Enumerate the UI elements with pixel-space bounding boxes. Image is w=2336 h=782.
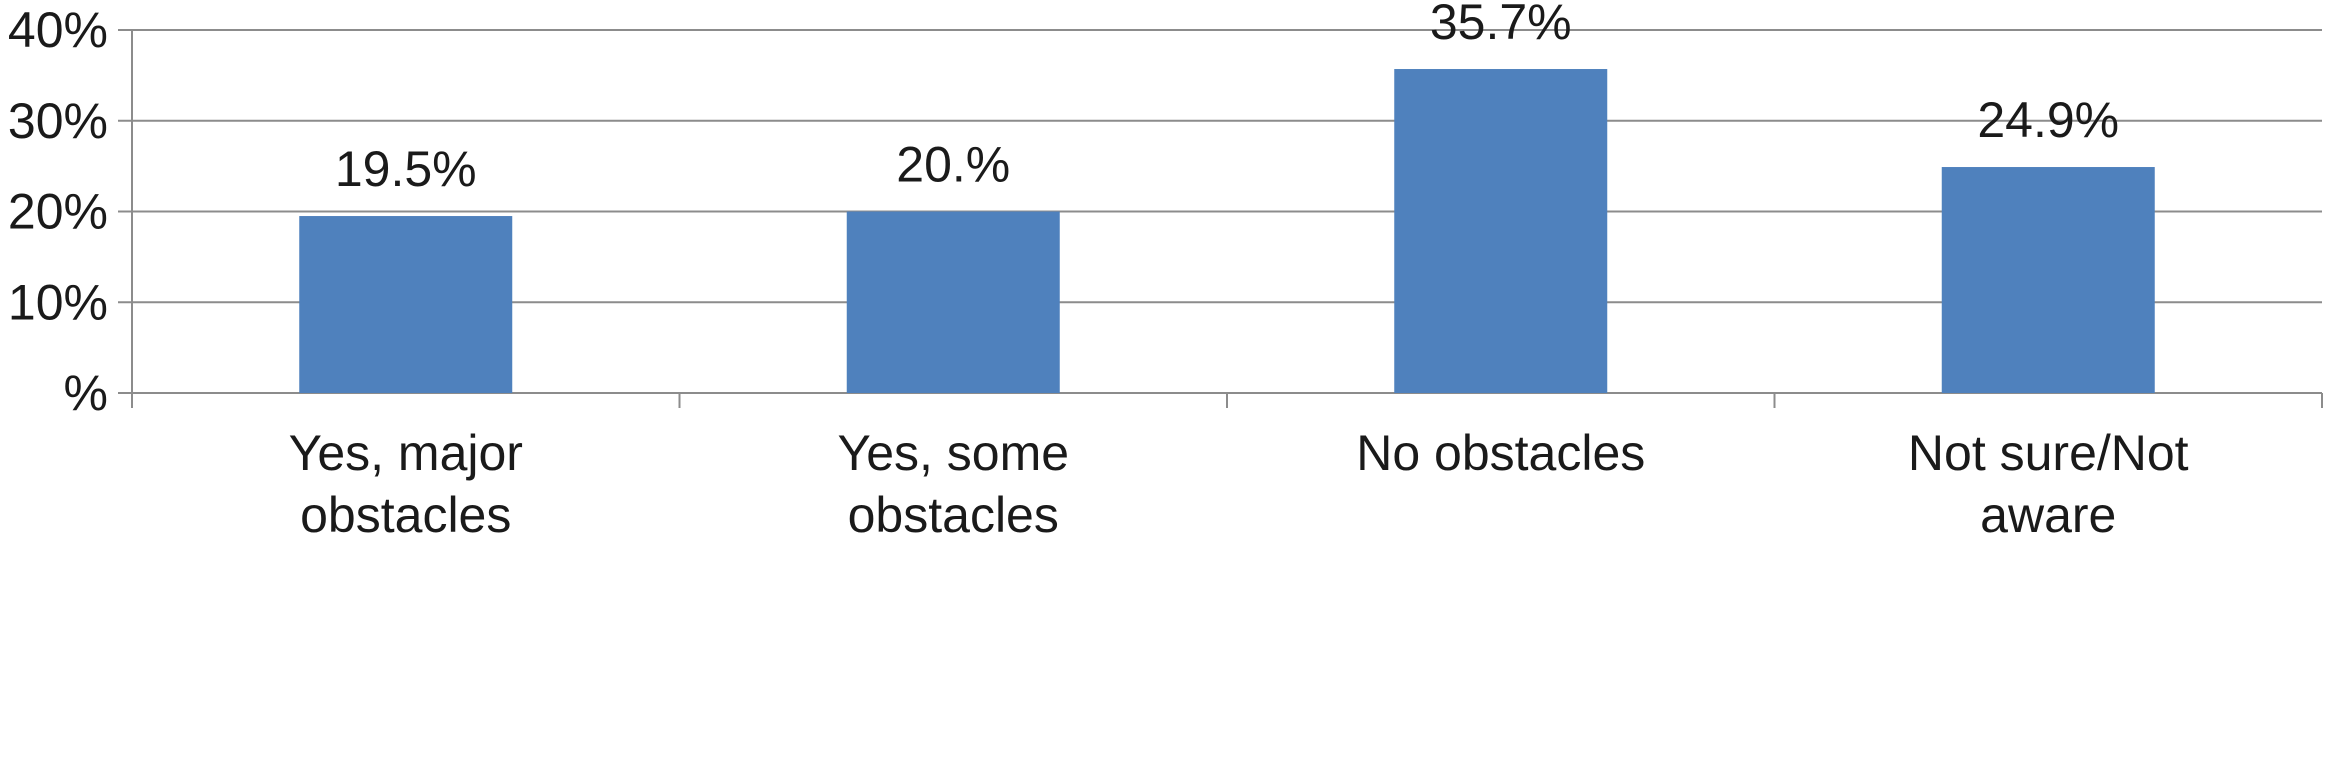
- y-tick-label: 40%: [8, 2, 108, 58]
- data-label-1: 20.%: [896, 137, 1010, 193]
- data-label-3: 24.9%: [1977, 92, 2119, 148]
- y-tick-label: %: [64, 365, 108, 421]
- data-labels: 19.5% 20.% 35.7% 24.9%: [335, 0, 2119, 197]
- bar-0: [299, 216, 513, 393]
- x-tick-label-2-line-0: No obstacles: [1356, 425, 1645, 481]
- y-axis-tick-labels: % 10% 20% 30% 40%: [8, 2, 108, 421]
- data-label-0: 19.5%: [335, 141, 477, 197]
- bar-2: [1394, 69, 1608, 394]
- bars: [299, 69, 2155, 394]
- y-tick-label: 30%: [8, 93, 108, 149]
- x-tick-label-0-line-0: Yes, major: [289, 425, 523, 481]
- x-tick-label-3-line-1: aware: [1980, 487, 2116, 543]
- x-axis-tick-labels: Yes, major obstacles Yes, some obstacles No …: [289, 425, 2189, 543]
- bar-1: [846, 211, 1060, 393]
- x-tick-label-3-line-0: Not sure/Not: [1908, 425, 2189, 481]
- x-tick-label-1-line-1: obstacles: [848, 487, 1059, 543]
- data-label-2: 35.7%: [1430, 0, 1572, 50]
- bar-3: [1941, 167, 2155, 393]
- y-tick-label: 10%: [8, 274, 108, 330]
- x-tick-label-1-line-0: Yes, some: [837, 425, 1069, 481]
- y-tick-label: 20%: [8, 184, 108, 240]
- x-tick-label-0-line-1: obstacles: [300, 487, 511, 543]
